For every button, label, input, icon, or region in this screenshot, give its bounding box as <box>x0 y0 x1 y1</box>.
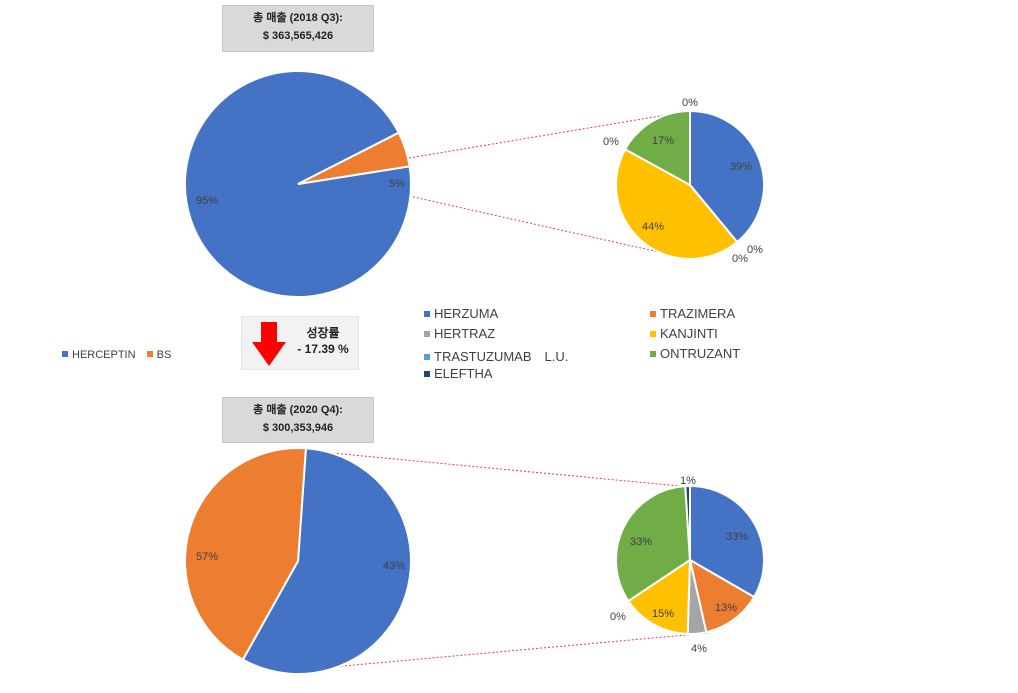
total-sales-2018-title: 총 매출 (2018 Q3): <box>253 12 343 24</box>
pie-slice-eleftha <box>684 484 691 561</box>
pie-slice-herceptin <box>184 70 412 298</box>
growth-rate-title: 성장률 <box>306 326 340 340</box>
pie-slice-herzuma <box>689 484 765 599</box>
legend-label: HERCEPTIN <box>72 349 136 361</box>
legend-swatch <box>650 351 656 357</box>
pie-slice-ontruzant <box>623 109 691 187</box>
pie-chart-2: 39%0%0%44%0% 17%0% <box>603 97 765 265</box>
legend-item-trastuzumab-lu: TRASTUZUMAB L.U. <box>424 346 568 365</box>
pie-slice-bs <box>297 131 411 185</box>
connector-line <box>320 451 691 488</box>
legend-swatch <box>146 351 153 357</box>
growth-rate-label: 성장률 - 17.39 % <box>290 325 356 357</box>
legend-item-hertraz: HERTRAZ <box>424 326 495 341</box>
legend-item-trazimera: TRAZIMERA <box>650 306 735 321</box>
pie-slice-herzuma <box>689 109 765 244</box>
pie-data-label: 33% <box>630 536 652 548</box>
legend-label: HERZUMA <box>434 306 499 321</box>
growth-rate-box: 성장률 - 17.39 % <box>241 316 359 370</box>
legend-label: ELEFTHA <box>434 366 493 381</box>
legend-item-bs: BS <box>146 349 172 361</box>
legend-item-herzuma: HERZUMA <box>424 306 498 321</box>
pie-data-label: 43% <box>383 560 405 572</box>
pie-data-label: 0% <box>747 244 763 256</box>
legend-swatch <box>424 311 430 317</box>
pie-slice-trazimera <box>688 557 756 634</box>
pie-slice-kanjinti <box>615 147 739 260</box>
legend-label: TRAZIMERA <box>660 306 736 321</box>
legend-label: TRASTUZUMAB L.U. <box>434 349 569 364</box>
pie-data-label: 5% <box>389 178 405 190</box>
total-sales-2020-value: $ 300,353,946 <box>262 422 334 434</box>
legend-swatch <box>424 354 430 360</box>
pie-data-label: 57% <box>196 551 218 563</box>
pie-slice-ontruzant <box>615 485 692 603</box>
pie-data-label: 0% <box>610 611 626 623</box>
total-sales-2020-title: 총 매출 (2020 Q4): <box>253 404 343 416</box>
pie-slice-herceptin <box>241 447 412 675</box>
pie-data-label: 15% <box>652 608 674 620</box>
pie-data-label: 1% <box>680 475 696 487</box>
connector-line <box>408 110 691 159</box>
pie-data-label: 39% <box>730 161 752 173</box>
pie-chart-4: 33% 13% 4% 15% 0% 33% 1% <box>610 475 765 655</box>
legend-label: ONTRUZANT <box>660 346 741 361</box>
connector-line <box>320 632 709 669</box>
legend-label: BS <box>156 349 172 361</box>
legend-label: HERTRAZ <box>434 326 496 341</box>
pie-data-label: 0% <box>603 136 619 148</box>
growth-rate-value: - 17.39 % <box>297 342 349 356</box>
legend-label: KANJINTI <box>660 326 718 341</box>
pie-data-label: 33% <box>726 531 748 543</box>
pie-chart-3: 57% 43% <box>184 447 412 675</box>
down-arrow-icon <box>252 322 286 366</box>
pie-data-label: 4% <box>691 643 707 655</box>
total-sales-2018-value: $ 363,565,426 <box>262 30 334 42</box>
legend-swatch <box>62 351 68 357</box>
legend-swatch <box>650 331 656 337</box>
pie-data-label: 44% <box>642 221 664 233</box>
legend-item-kanjinti: KANJINTI <box>650 326 718 341</box>
pie-slice-kanjinti <box>627 558 692 635</box>
main-legend: HERCEPTIN BS <box>62 349 179 361</box>
legend-item-ontruzant: ONTRUZANT <box>650 346 740 361</box>
pie-data-label: 17% <box>652 135 674 147</box>
legend-swatch <box>424 331 430 337</box>
total-sales-2020-box: 총 매출 (2020 Q4): $ 300,353,946 <box>222 397 374 443</box>
pie-chart-1: 95% 5% <box>184 70 412 298</box>
pie-data-label: 13% <box>715 602 737 614</box>
legend-swatch <box>424 371 430 377</box>
pie-data-label: 0% <box>682 97 698 109</box>
pie-slice-bs <box>184 447 307 662</box>
pie-data-label: 0% <box>732 253 748 265</box>
legend-item-herceptin: HERCEPTIN <box>62 349 136 361</box>
legend-item-eleftha: ELEFTHA <box>424 366 493 381</box>
total-sales-2018-box: 총 매출 (2018 Q3): $ 363,565,426 <box>222 5 374 52</box>
pie-data-label: 95% <box>196 195 218 207</box>
legend-swatch <box>650 311 656 317</box>
